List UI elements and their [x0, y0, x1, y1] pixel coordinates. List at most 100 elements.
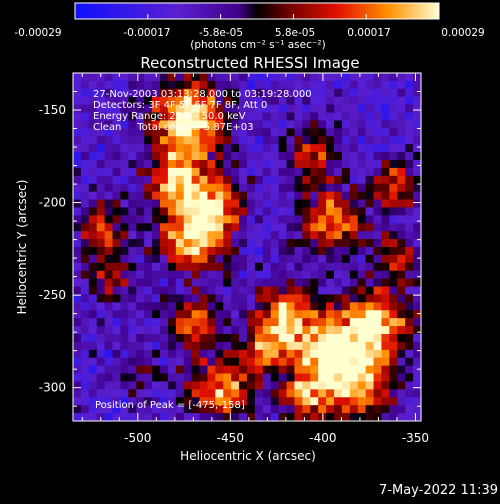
heatmap-cell	[365, 175, 374, 185]
heatmap-cell	[175, 405, 185, 414]
heatmap-cell	[247, 88, 256, 98]
heatmap-cell	[397, 223, 406, 232]
heatmap-cell	[191, 302, 200, 311]
heatmap-cell	[397, 88, 406, 98]
heatmap-cell	[357, 80, 367, 90]
heatmap-cell	[294, 365, 303, 374]
heatmap-cell	[310, 389, 319, 398]
heatmap-cell	[270, 215, 280, 224]
heatmap-cell	[341, 239, 351, 248]
heatmap-cell	[112, 254, 121, 264]
heatmap-cell	[167, 262, 177, 272]
heatmap-cell	[104, 262, 113, 272]
heatmap-cell	[199, 160, 208, 169]
heatmap-cell	[152, 302, 161, 311]
heatmap-cell	[286, 104, 295, 113]
heatmap-cell	[262, 207, 272, 216]
heatmap-cell	[373, 239, 382, 248]
heatmap-cell	[278, 341, 287, 351]
heatmap-cell	[326, 389, 335, 398]
heatmap-cell	[405, 247, 414, 256]
heatmap-cell	[136, 112, 145, 121]
heatmap-cell	[247, 326, 256, 335]
heatmap-cell	[365, 278, 374, 287]
heatmap-cell	[349, 294, 359, 303]
heatmap-cell	[389, 318, 398, 327]
heatmap-cell	[96, 199, 106, 208]
heatmap-cell	[334, 207, 343, 216]
heatmap-cell	[215, 294, 224, 303]
heatmap-cell	[373, 381, 382, 390]
heatmap-cell	[389, 302, 398, 311]
heatmap-cell	[318, 397, 327, 406]
y-tick-label: -150	[39, 103, 66, 117]
heatmap-cell	[286, 262, 295, 272]
heatmap-cell	[73, 239, 82, 248]
heatmap-cell	[183, 160, 193, 169]
heatmap-cell	[302, 73, 311, 82]
heatmap-cell	[349, 223, 359, 232]
heatmap-cell	[73, 136, 82, 145]
heatmap-cell	[175, 341, 185, 351]
heatmap-cell	[310, 381, 319, 390]
heatmap-cell	[136, 247, 145, 256]
heatmap-cell	[215, 349, 224, 359]
heatmap-cell	[183, 254, 193, 264]
heatmap-cell	[357, 389, 367, 398]
heatmap-cell	[215, 302, 224, 311]
heatmap-cell	[389, 262, 398, 272]
heatmap-cell	[207, 215, 216, 224]
heatmap-cell	[223, 326, 232, 335]
heatmap-cell	[278, 270, 287, 280]
heatmap-cell	[207, 73, 216, 82]
heatmap-cell	[278, 373, 287, 382]
heatmap-cell	[80, 373, 90, 382]
heatmap-cell	[341, 175, 351, 185]
heatmap-cell	[247, 302, 256, 311]
heatmap-cell	[278, 397, 287, 406]
heatmap-cell	[318, 112, 327, 121]
heatmap-cell	[88, 73, 98, 82]
heatmap-cell	[341, 365, 351, 374]
heatmap-cell	[175, 389, 185, 398]
heatmap-cell	[334, 175, 343, 185]
heatmap-cell	[191, 286, 200, 295]
heatmap-cell	[318, 144, 327, 153]
heatmap-cell	[144, 120, 153, 129]
heatmap-cell	[357, 96, 367, 106]
heatmap-cell	[215, 334, 224, 343]
heatmap-cell	[365, 349, 374, 359]
heatmap-cell	[326, 254, 335, 264]
heatmap-cell	[318, 310, 327, 319]
heatmap-cell	[341, 191, 351, 200]
heatmap-cell	[88, 334, 98, 343]
heatmap-cell	[88, 286, 98, 295]
heatmap-cell	[136, 199, 145, 208]
heatmap-cell	[262, 262, 272, 272]
heatmap-cell	[199, 278, 208, 287]
heatmap-cell	[183, 175, 193, 185]
heatmap-cell	[128, 302, 137, 311]
heatmap-cell	[167, 96, 177, 106]
heatmap-cell	[413, 191, 421, 200]
heatmap-cell	[80, 136, 90, 145]
heatmap-cell	[152, 191, 161, 200]
heatmap-cell	[262, 302, 272, 311]
heatmap-cell	[215, 341, 224, 351]
heatmap-cell	[302, 167, 311, 177]
heatmap-cell	[152, 175, 161, 185]
heatmap-cell	[286, 397, 295, 406]
heatmap-cell	[167, 231, 177, 240]
heatmap-cell	[270, 262, 280, 272]
heatmap-cell	[73, 278, 82, 287]
heatmap-cell	[144, 112, 153, 121]
heatmap-cell	[128, 160, 137, 169]
heatmap-cell	[239, 389, 248, 398]
heatmap-cell	[207, 120, 216, 129]
heatmap-cell	[128, 373, 137, 382]
heatmap-cell	[175, 167, 185, 177]
heatmap-cell	[341, 389, 351, 398]
heatmap-cell	[373, 294, 382, 303]
heatmap-cell	[405, 160, 414, 169]
heatmap-cell	[389, 136, 398, 145]
